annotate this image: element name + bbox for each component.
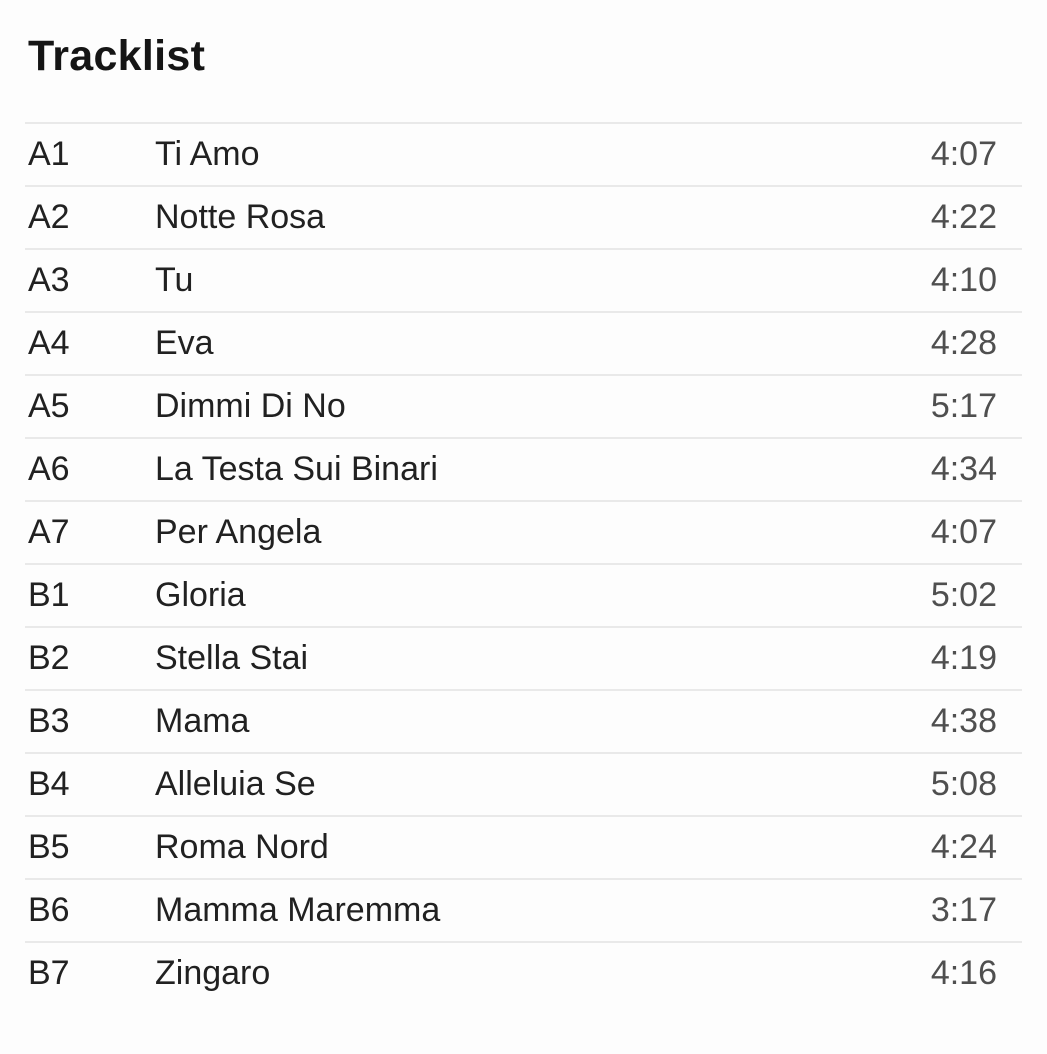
track-title: Eva (155, 324, 214, 362)
track-table: A1 Ti Amo 4:07 A2 Notte Rosa 4:22 A3 Tu … (25, 122, 1022, 1004)
track-row: A3 Tu 4:10 (25, 248, 1022, 311)
tracklist-page: Tracklist A1 Ti Amo 4:07 A2 Notte Rosa 4… (0, 30, 1047, 1004)
track-position: A1 (28, 135, 70, 173)
track-position: A2 (28, 198, 70, 236)
track-duration: 5:08 (930, 765, 997, 803)
track-row: B2 Stella Stai 4:19 (25, 626, 1022, 689)
track-duration: 5:02 (930, 576, 997, 614)
track-title: Mamma Maremma (155, 891, 441, 929)
track-title: Gloria (155, 576, 246, 614)
track-duration: 5:17 (930, 387, 997, 425)
track-position: A5 (28, 387, 70, 425)
track-position: B3 (28, 702, 70, 740)
track-title: Tu (155, 261, 194, 299)
track-title: Zingaro (155, 954, 271, 992)
track-row: B5 Roma Nord 4:24 (25, 815, 1022, 878)
track-position: A6 (28, 450, 70, 488)
track-title: La Testa Sui Binari (155, 450, 438, 488)
page-title: Tracklist (28, 32, 206, 80)
track-position: B2 (28, 639, 70, 677)
track-row: A7 Per Angela 4:07 (25, 500, 1022, 563)
track-position: B4 (28, 765, 70, 803)
track-row: A1 Ti Amo 4:07 (25, 122, 1022, 185)
track-duration: 4:16 (930, 954, 997, 992)
track-position: B5 (28, 828, 70, 866)
track-row: B7 Zingaro 4:16 (25, 941, 1022, 1004)
track-duration: 4:07 (930, 135, 997, 173)
track-duration: 3:17 (930, 891, 997, 929)
track-duration: 4:34 (930, 450, 997, 488)
track-title: Notte Rosa (155, 198, 326, 236)
track-title: Per Angela (155, 513, 322, 551)
track-row: B1 Gloria 5:02 (25, 563, 1022, 626)
track-title: Roma Nord (155, 828, 329, 866)
track-row: B4 Alleluia Se 5:08 (25, 752, 1022, 815)
track-duration: 4:28 (930, 324, 997, 362)
track-duration: 4:19 (930, 639, 997, 677)
track-row: B6 Mamma Maremma 3:17 (25, 878, 1022, 941)
track-duration: 4:24 (930, 828, 997, 866)
track-row: A4 Eva 4:28 (25, 311, 1022, 374)
track-position: B7 (28, 954, 70, 992)
track-duration: 4:10 (930, 261, 997, 299)
track-row: B3 Mama 4:38 (25, 689, 1022, 752)
track-title: Mama (155, 702, 250, 740)
track-position: B6 (28, 891, 70, 929)
track-duration: 4:38 (930, 702, 997, 740)
track-duration: 4:22 (930, 198, 997, 236)
track-title: Ti Amo (155, 135, 260, 173)
track-row: A2 Notte Rosa 4:22 (25, 185, 1022, 248)
track-duration: 4:07 (930, 513, 997, 551)
track-title: Alleluia Se (155, 765, 316, 803)
track-title: Dimmi Di No (155, 387, 346, 425)
track-row: A5 Dimmi Di No 5:17 (25, 374, 1022, 437)
track-title: Stella Stai (155, 639, 309, 677)
track-row: A6 La Testa Sui Binari 4:34 (25, 437, 1022, 500)
track-position: A4 (28, 324, 70, 362)
track-position: B1 (28, 576, 70, 614)
track-position: A7 (28, 513, 70, 551)
track-position: A3 (28, 261, 70, 299)
